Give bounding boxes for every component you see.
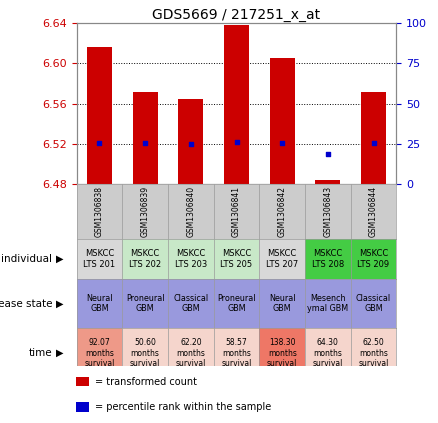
Point [233, 138, 240, 145]
Text: 138.30
months
survival: 138.30 months survival [267, 338, 297, 368]
Text: MSKCC
LTS 205: MSKCC LTS 205 [220, 250, 253, 269]
Text: disease state: disease state [0, 299, 52, 308]
Point [141, 140, 148, 146]
Text: Neural
GBM: Neural GBM [269, 294, 296, 313]
Text: GSM1306843: GSM1306843 [323, 186, 332, 237]
Point [325, 151, 332, 157]
Text: 92.07
months
survival: 92.07 months survival [84, 338, 115, 368]
Text: time: time [28, 348, 52, 358]
Bar [361, 92, 386, 184]
Point [370, 140, 377, 146]
Text: Classical
GBM: Classical GBM [173, 294, 208, 313]
Text: 58.57
months
survival: 58.57 months survival [221, 338, 252, 368]
Text: GSM1306839: GSM1306839 [141, 186, 150, 237]
Text: GSM1306844: GSM1306844 [369, 186, 378, 237]
Point [187, 140, 194, 147]
Bar [76, 377, 89, 387]
Text: = transformed count: = transformed count [95, 377, 197, 387]
Text: MSKCC
LTS 207: MSKCC LTS 207 [266, 250, 298, 269]
Text: 50.60
months
survival: 50.60 months survival [130, 338, 160, 368]
Text: MSKCC
LTS 203: MSKCC LTS 203 [175, 250, 207, 269]
Text: GSM1306842: GSM1306842 [278, 186, 287, 237]
Text: ▶: ▶ [57, 299, 64, 308]
Text: MSKCC
LTS 208: MSKCC LTS 208 [312, 250, 344, 269]
Text: MSKCC
LTS 202: MSKCC LTS 202 [129, 250, 161, 269]
Text: GSM1306838: GSM1306838 [95, 186, 104, 237]
Bar [224, 25, 249, 184]
Bar [133, 92, 158, 184]
Text: Proneural
GBM: Proneural GBM [217, 294, 256, 313]
Bar [178, 99, 203, 184]
Text: MSKCC
LTS 201: MSKCC LTS 201 [83, 250, 116, 269]
Text: Neural
GBM: Neural GBM [86, 294, 113, 313]
Point [96, 140, 103, 146]
Bar [76, 402, 89, 412]
Bar [270, 58, 295, 184]
Title: GDS5669 / 217251_x_at: GDS5669 / 217251_x_at [152, 8, 321, 22]
Text: ▶: ▶ [57, 254, 64, 264]
Text: individual: individual [1, 254, 52, 264]
Text: 64.30
months
survival: 64.30 months survival [313, 338, 343, 368]
Text: ▶: ▶ [57, 348, 64, 358]
Text: 62.20
months
survival: 62.20 months survival [176, 338, 206, 368]
Text: = percentile rank within the sample: = percentile rank within the sample [95, 402, 271, 412]
Text: GSM1306841: GSM1306841 [232, 186, 241, 237]
Text: Mesench
ymal GBM: Mesench ymal GBM [307, 294, 349, 313]
Bar [315, 180, 340, 184]
Text: MSKCC
LTS 209: MSKCC LTS 209 [357, 250, 390, 269]
Point [279, 140, 286, 146]
Bar [87, 47, 112, 184]
Text: 62.50
months
survival: 62.50 months survival [358, 338, 389, 368]
Text: Classical
GBM: Classical GBM [356, 294, 391, 313]
Text: GSM1306840: GSM1306840 [186, 186, 195, 237]
Text: Proneural
GBM: Proneural GBM [126, 294, 164, 313]
